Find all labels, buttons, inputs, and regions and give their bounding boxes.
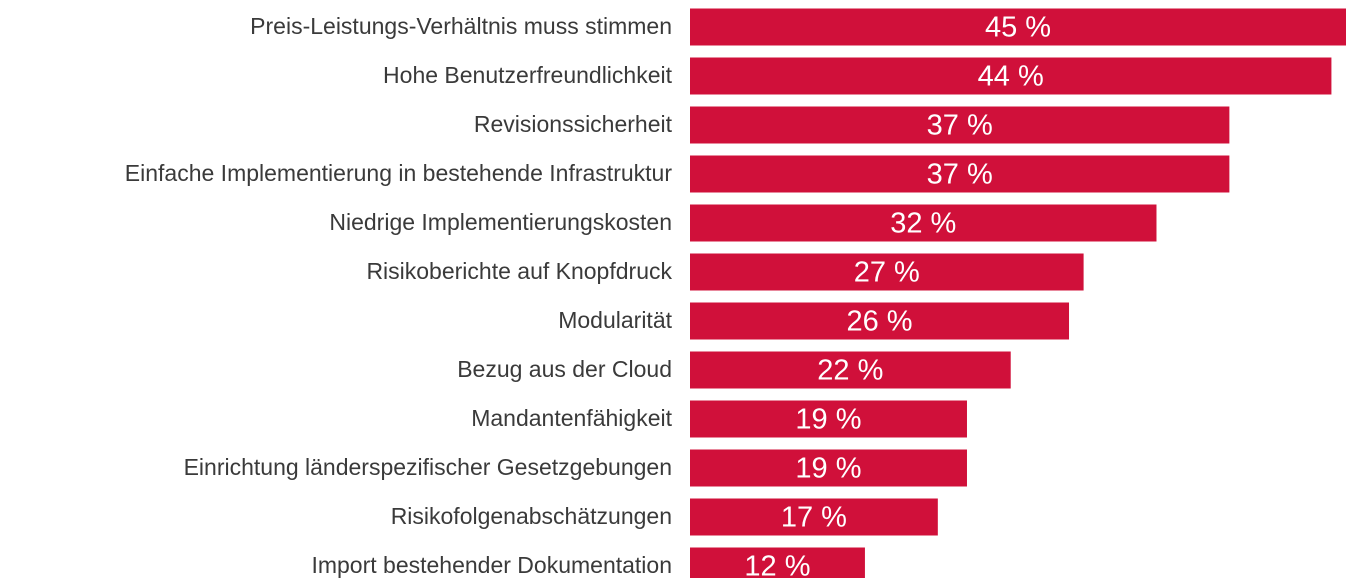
category-label: Revisionssicherheit (474, 111, 673, 137)
value-label: 22 % (817, 355, 883, 387)
value-label: 37 % (927, 110, 993, 142)
value-label: 19 % (795, 404, 861, 436)
value-label: 44 % (978, 61, 1044, 93)
category-label: Risikoberichte auf Knopfdruck (366, 258, 672, 284)
bar (690, 302, 1070, 340)
value-label: 26 % (846, 306, 912, 338)
bar (690, 449, 967, 487)
category-label: Preis-Leistungs-Verhältnis muss stimmen (250, 13, 672, 39)
value-label: 32 % (890, 208, 956, 240)
category-label: Risikofolgenabschätzungen (391, 503, 672, 529)
value-label: 12 % (744, 551, 810, 578)
bar (690, 57, 1332, 95)
value-label: 17 % (781, 502, 847, 534)
bar (690, 106, 1230, 144)
bar (690, 547, 865, 578)
value-label: 27 % (854, 257, 920, 289)
category-label: Modularität (558, 307, 672, 333)
bar (690, 253, 1084, 291)
value-label: 45 % (985, 12, 1051, 44)
category-label: Hohe Benutzerfreundlichkeit (383, 62, 673, 88)
bar (690, 204, 1157, 242)
category-label: Mandantenfähigkeit (471, 405, 672, 431)
bar (690, 8, 1346, 46)
value-label: 37 % (927, 159, 993, 191)
category-label: Niedrige Implementierungskosten (329, 209, 672, 235)
category-label: Bezug aus der Cloud (457, 356, 672, 382)
category-label: Einfache Implementierung in bestehende I… (125, 160, 673, 186)
category-label: Import bestehender Dokumentation (311, 552, 672, 578)
category-label: Einrichtung länderspezifischer Gesetzgeb… (184, 454, 672, 480)
bar (690, 498, 938, 536)
value-label: 19 % (795, 453, 861, 485)
bar (690, 400, 967, 438)
bar (690, 351, 1011, 389)
bar (690, 155, 1230, 193)
